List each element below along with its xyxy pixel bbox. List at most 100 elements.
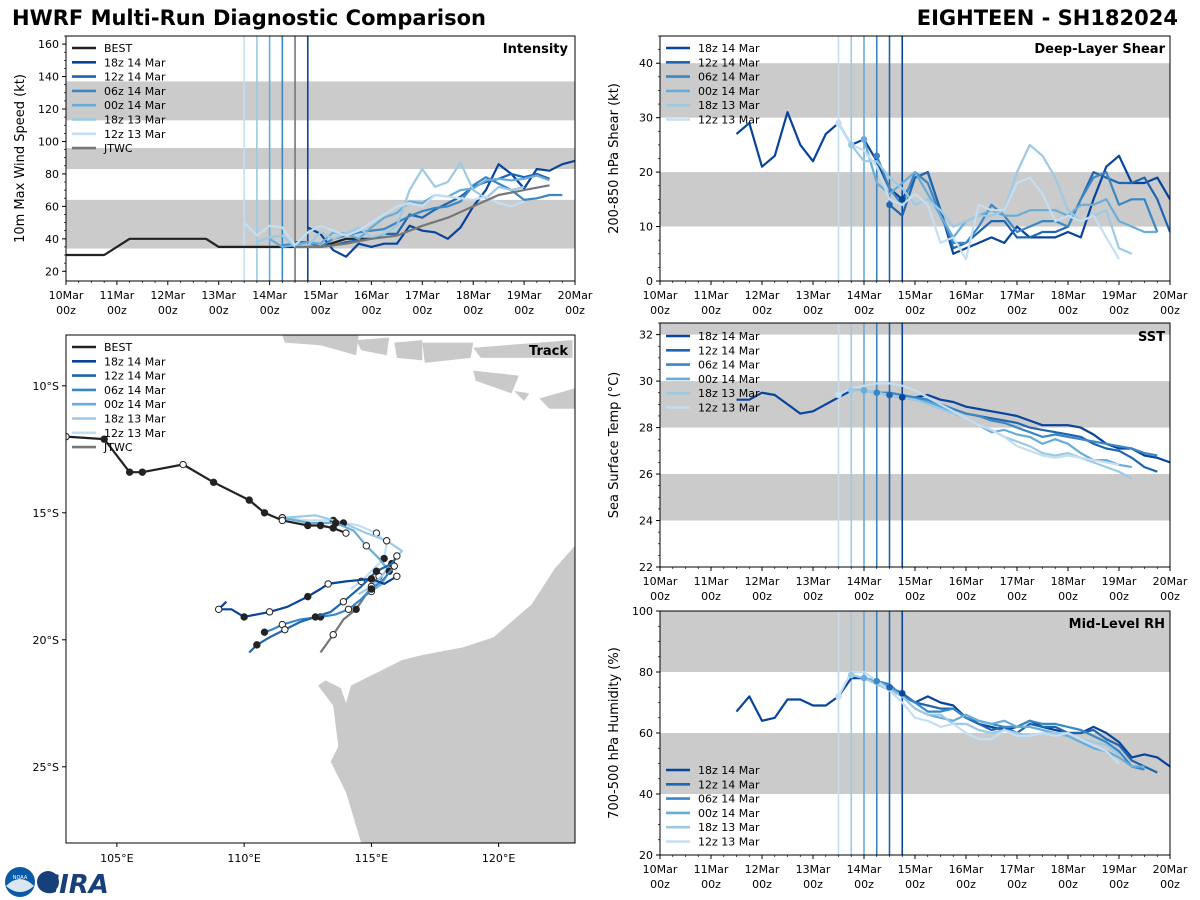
track-point <box>179 460 187 469</box>
cira-globe-icon <box>37 871 59 893</box>
legend-label: 12z 13 Mar <box>698 114 760 127</box>
chart-title: Track <box>529 344 568 359</box>
plot-area <box>660 36 1170 281</box>
legend-label: 18z 13 Mar <box>104 413 166 426</box>
x-tick-hour: 00z <box>701 878 721 891</box>
x-tick-hour: 00z <box>854 878 874 891</box>
init-marker <box>886 201 893 209</box>
track-point <box>260 509 269 517</box>
x-tick-hour: 00z <box>650 590 670 603</box>
y-tick-label: 40 <box>639 788 653 801</box>
series-line-12z-14-mar <box>889 686 1158 774</box>
x-tick-hour: 00z <box>107 304 127 317</box>
x-tick-hour: 00z <box>1007 304 1027 317</box>
legend-label: 18z 13 Mar <box>698 387 760 400</box>
x-tick-day: 14Mar <box>847 863 882 876</box>
lon-tick-label: 110°E <box>227 852 260 865</box>
legend-label: 06z 14 Mar <box>698 793 760 806</box>
x-tick-hour: 00z <box>803 878 823 891</box>
track-point <box>215 605 223 614</box>
y-tick-label: 40 <box>45 233 59 246</box>
cira-logo: NOAA CIRA <box>5 867 109 900</box>
x-tick-hour: 00z <box>854 590 874 603</box>
legend-label: BEST <box>104 42 132 55</box>
x-tick-hour: 00z <box>905 304 925 317</box>
init-marker <box>886 683 893 691</box>
x-tick-hour: 00z <box>956 590 976 603</box>
init-marker <box>847 671 855 679</box>
track-point <box>304 521 312 530</box>
init-marker <box>898 394 906 401</box>
x-tick-day: 12Mar <box>150 289 185 302</box>
track-point <box>240 613 248 621</box>
x-tick-day: 13Mar <box>796 289 831 302</box>
track-point <box>352 605 360 614</box>
x-tick-hour: 00z <box>362 304 382 317</box>
cira-logo-text: CIRA <box>40 870 109 900</box>
legend-label: BEST <box>104 341 132 354</box>
lon-tick-label: 120°E <box>482 852 515 865</box>
track-line-18z-14-mar <box>217 575 398 619</box>
legend-label: 18z 13 Mar <box>698 821 760 834</box>
x-tick-day: 18Mar <box>1051 289 1086 302</box>
init-marker <box>898 690 906 697</box>
x-tick-day: 19Mar <box>1102 575 1137 588</box>
y-tick-label: 100 <box>632 605 653 618</box>
map-area <box>66 335 575 843</box>
x-tick-hour: 00z <box>209 304 229 317</box>
x-tick-day: 16Mar <box>354 289 389 302</box>
track-point <box>367 575 376 583</box>
legend-label: 06z 14 Mar <box>698 71 760 84</box>
x-tick-hour: 00z <box>752 590 772 603</box>
y-tick-label: 30 <box>639 375 653 388</box>
init-marker <box>873 677 881 685</box>
track-point <box>209 478 218 487</box>
init-marker <box>886 391 893 399</box>
x-tick-day: 13Mar <box>796 863 831 876</box>
track-point <box>304 592 312 601</box>
y-tick-label: 20 <box>639 166 653 179</box>
track-point <box>372 567 381 575</box>
x-tick-hour: 00z <box>803 304 823 317</box>
lat-tick-label: 10°S <box>33 380 59 393</box>
legend-label: 00z 14 Mar <box>698 85 760 98</box>
shaded-band <box>660 611 1170 672</box>
track-point <box>245 496 253 504</box>
y-axis-label: Sea Surface Temp (°C) <box>607 372 622 519</box>
legend-label: 18z 14 Mar <box>104 355 166 368</box>
x-tick-hour: 00z <box>905 878 925 891</box>
x-tick-day: 15Mar <box>898 289 933 302</box>
legend-label: 18z 14 Mar <box>698 764 760 777</box>
legend-label: 00z 14 Mar <box>698 373 760 386</box>
x-tick-day: 17Mar <box>1000 575 1035 588</box>
track-point <box>311 613 320 621</box>
x-tick-day: 15Mar <box>898 863 933 876</box>
x-tick-day: 12Mar <box>745 575 780 588</box>
legend-label: 18z 13 Mar <box>104 114 166 127</box>
series-line-06z-14-mar <box>876 680 1145 771</box>
x-tick-day: 12Mar <box>745 289 780 302</box>
series-line-12z-13-mar <box>837 670 1120 765</box>
x-tick-day: 17Mar <box>1000 289 1035 302</box>
init-marker <box>860 136 868 143</box>
x-tick-hour: 00z <box>752 878 772 891</box>
shaded-band <box>660 172 1170 227</box>
x-tick-hour: 00z <box>1058 878 1078 891</box>
legend-label: 06z 14 Mar <box>104 85 166 98</box>
x-tick-day: 18Mar <box>1051 863 1086 876</box>
land-island <box>394 340 423 361</box>
lon-tick-label: 105°E <box>100 852 133 865</box>
land-island <box>539 388 575 409</box>
track-line-06z-14-mar <box>264 565 396 634</box>
lat-tick-label: 20°S <box>33 634 59 647</box>
series-line-jtwc <box>295 184 550 248</box>
x-tick-day: 11Mar <box>694 863 729 876</box>
x-tick-day: 12Mar <box>745 863 780 876</box>
legend-label: 18z 14 Mar <box>698 330 760 343</box>
shaded-band <box>660 381 1170 428</box>
series-line-00z-14-mar <box>862 139 1158 239</box>
land-island <box>356 337 390 356</box>
